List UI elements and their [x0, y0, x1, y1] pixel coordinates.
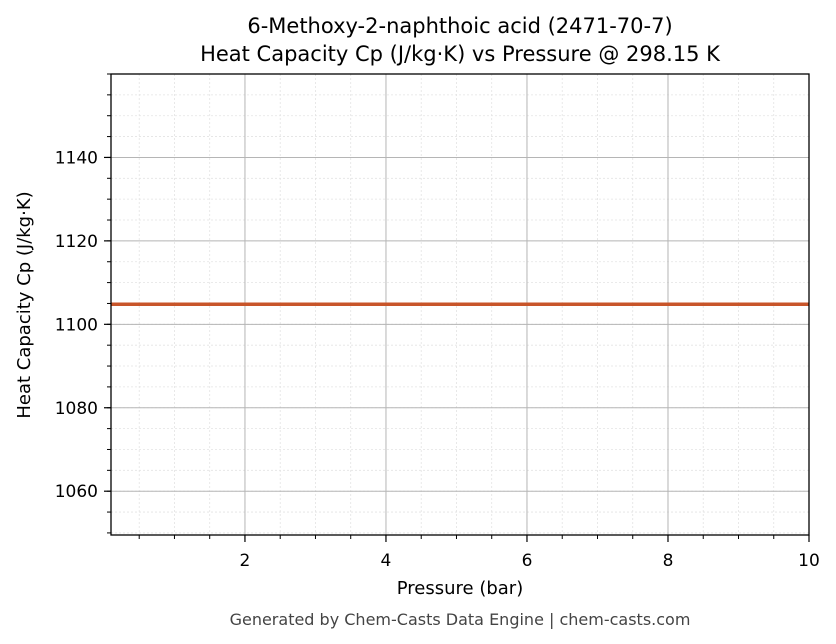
- footer-credit: Generated by Chem-Casts Data Engine | ch…: [230, 610, 691, 629]
- x-tick-label: 2: [240, 551, 251, 571]
- chart-title: 6-Methoxy-2-naphthoic acid (2471-70-7): [247, 14, 672, 38]
- x-tick-label: 8: [663, 551, 674, 571]
- axis-ticks: [104, 73, 810, 542]
- y-tick-label: 1060: [55, 482, 98, 502]
- y-axis-label: Heat Capacity Cp (J/kg·K): [14, 191, 35, 418]
- x-tick-label: 10: [798, 551, 820, 571]
- y-tick-label: 1120: [55, 232, 98, 252]
- tick-labels: 2 4 6 8 10 1060 1080 1100 1120 1140: [55, 148, 820, 571]
- x-tick-label: 6: [522, 551, 533, 571]
- y-tick-label: 1100: [55, 315, 98, 335]
- y-tick-label: 1140: [55, 148, 98, 168]
- chart-subtitle: Heat Capacity Cp (J/kg·K) vs Pressure @ …: [200, 42, 721, 66]
- x-tick-label: 4: [381, 551, 392, 571]
- x-axis-label: Pressure (bar): [397, 578, 523, 599]
- y-tick-label: 1080: [55, 399, 98, 419]
- plot-area-frame: [110, 73, 810, 536]
